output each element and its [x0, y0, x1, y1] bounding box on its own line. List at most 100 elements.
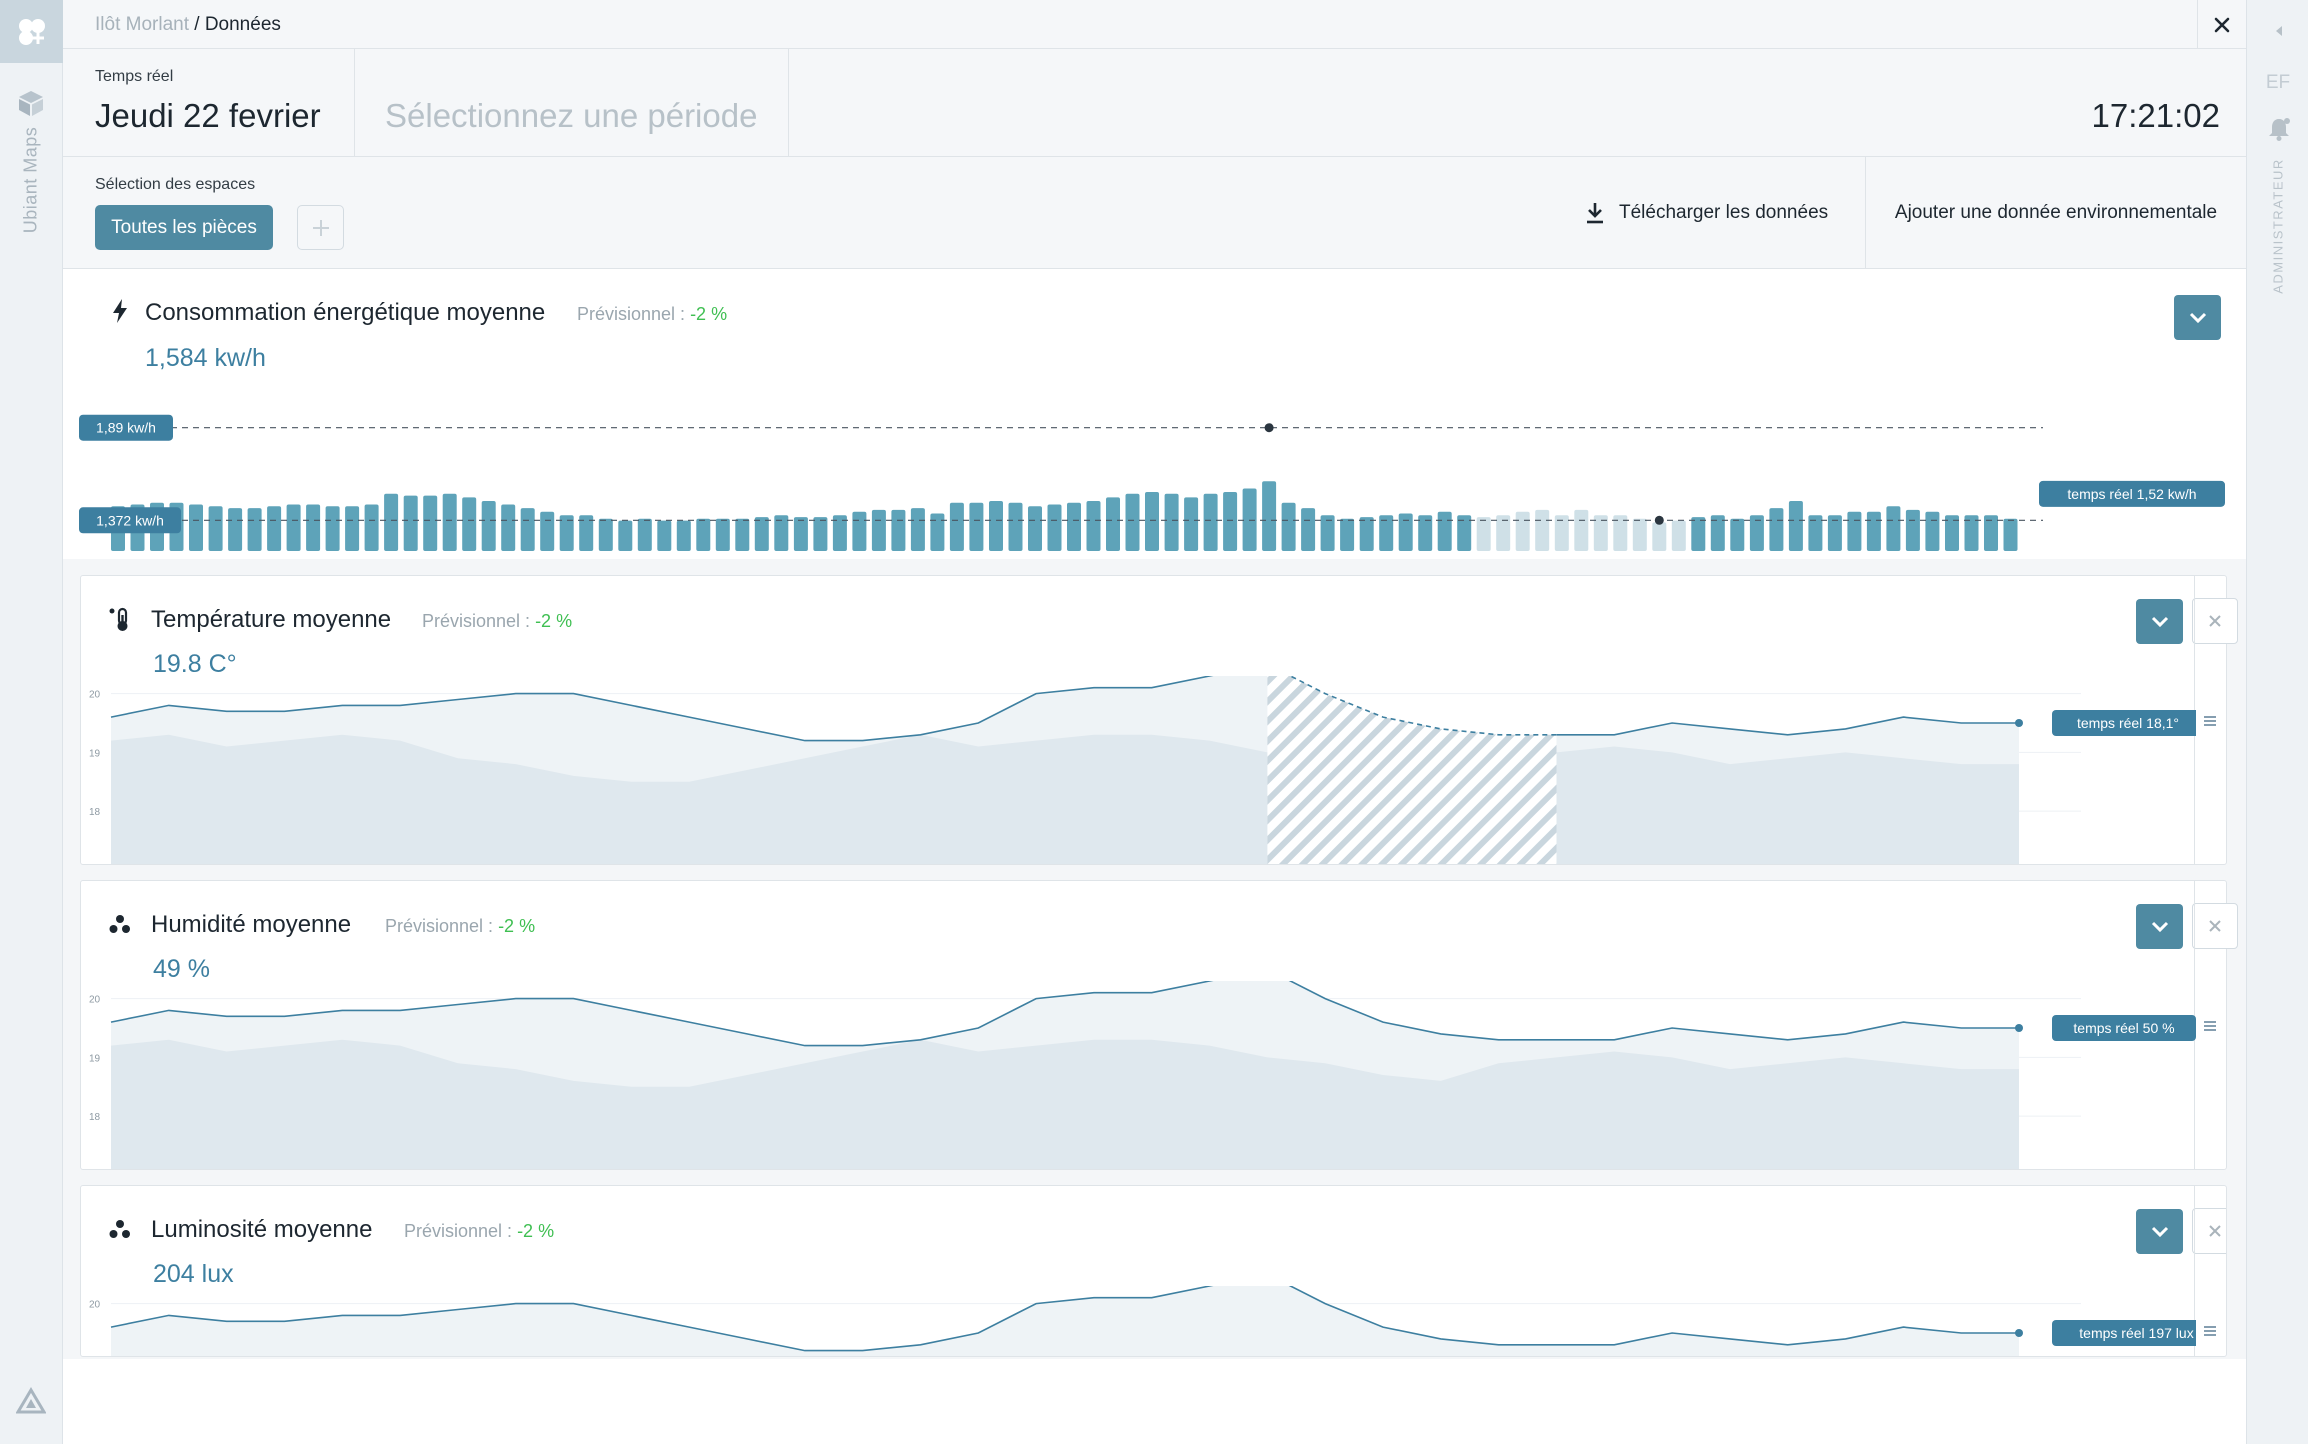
energy-bar — [1067, 502, 1081, 551]
clover-logo-icon — [18, 18, 45, 45]
humidity-line — [110, 981, 2019, 1047]
energy-bar — [1340, 518, 1355, 551]
user-role: ADMINISTRATEUR — [2270, 158, 2286, 294]
energy-bar — [384, 493, 399, 551]
main-content: Ilôt Morlant / Données Temps réel Jeudi … — [63, 0, 2246, 1444]
energy-bar — [1515, 511, 1530, 551]
breadcrumb-page: Données — [204, 14, 281, 35]
remove-button[interactable] — [2192, 1208, 2226, 1254]
bell-icon[interactable] — [2267, 116, 2291, 142]
max-label: 1,89 kw/h — [96, 420, 156, 436]
expand-button[interactable] — [2174, 295, 2221, 340]
max-label-bg — [79, 414, 173, 441]
luminosity-realtime-label: temps réel 197 lux — [2079, 1325, 2193, 1341]
chevron-down-icon — [2189, 312, 2206, 323]
energy-bar — [657, 520, 672, 551]
energy-bar — [1476, 517, 1491, 551]
energy-bar — [891, 509, 906, 551]
download-button[interactable]: Télécharger les données — [1585, 157, 1885, 269]
energy-bar — [228, 508, 243, 551]
energy-bar — [1808, 515, 1823, 551]
expand-button[interactable] — [2136, 1209, 2183, 1254]
energy-bar — [247, 508, 262, 551]
energy-bar — [793, 517, 808, 551]
menu-icon[interactable] — [2204, 1021, 2216, 1031]
spaces-bar: Sélection des espaces Toutes les pièces … — [63, 157, 2246, 269]
energy-bar — [1984, 515, 1998, 551]
energy-bar — [1164, 493, 1179, 551]
humidity-forecast: Prévisionnel : -2 % — [385, 916, 535, 937]
energy-bar — [871, 509, 886, 551]
min-marker — [1654, 515, 1664, 525]
energy-bar — [1827, 515, 1842, 551]
energy-bar — [1086, 501, 1101, 551]
temperature-line — [110, 676, 1214, 742]
date-selector[interactable]: Temps réel Jeudi 22 fevrier — [63, 49, 355, 157]
app-logo[interactable] — [0, 0, 63, 63]
temperature-line — [1556, 716, 2019, 736]
energy-bar — [501, 504, 516, 551]
collapse-arrow-icon[interactable] — [2273, 24, 2285, 38]
close-icon — [2209, 615, 2221, 627]
chevron-down-icon — [2151, 921, 2168, 932]
triangle-logo-icon[interactable] — [14, 1384, 48, 1418]
energy-bar — [1554, 515, 1569, 551]
energy-bar — [1788, 501, 1803, 551]
energy-bar — [520, 508, 535, 551]
energy-bar — [969, 502, 984, 551]
energy-bar — [1106, 497, 1120, 551]
energy-bar — [1632, 518, 1647, 551]
forecast-value: -2 % — [498, 916, 536, 936]
energy-bar — [1613, 515, 1628, 551]
cube-icon[interactable] — [14, 86, 48, 120]
remove-button[interactable] — [2192, 903, 2238, 949]
energy-bar — [1262, 481, 1277, 551]
energy-bar — [1964, 515, 1979, 551]
energy-bar — [559, 515, 574, 551]
energy-bar — [1203, 493, 1218, 551]
energy-bar — [1769, 508, 1784, 551]
luminosity-card: Luminosité moyenne Prévisionnel : -2 % 2… — [80, 1185, 2227, 1357]
energy-bar — [1028, 506, 1042, 551]
humidity-realtime-label: temps réel 50 % — [2073, 1020, 2174, 1036]
energy-chart: 1,89 kw/h 1,372 kw/h temps réel 1,52 kw/h — [79, 414, 2225, 551]
expand-button[interactable] — [2136, 904, 2183, 949]
luminosity-area — [111, 1286, 2019, 1356]
energy-bar — [1281, 502, 1296, 551]
energy-bar — [189, 504, 203, 551]
all-rooms-button[interactable]: Toutes les pièces — [95, 205, 273, 250]
forecast-value: -2 % — [690, 304, 728, 324]
energy-bar — [1496, 515, 1511, 551]
user-initials[interactable]: EF — [2265, 72, 2291, 93]
energy-bar — [1710, 515, 1725, 551]
clock: 17:21:02 — [2091, 97, 2220, 134]
plus-icon — [312, 219, 329, 236]
energy-bar — [1145, 492, 1159, 551]
menu-icon[interactable] — [2204, 716, 2216, 726]
menu-icon[interactable] — [2204, 1326, 2216, 1336]
close-button[interactable] — [2197, 0, 2246, 49]
luminosity-tick-label: 20 — [89, 1300, 101, 1311]
remove-button[interactable] — [2192, 598, 2238, 644]
add-space-button[interactable] — [297, 205, 344, 250]
luminosity-forecast: Prévisionnel : -2 % — [404, 1221, 554, 1242]
period-selector[interactable]: Sélectionnez une période — [355, 49, 789, 157]
energy-bar — [286, 504, 301, 551]
energy-bar — [1671, 520, 1686, 551]
expand-button[interactable] — [2136, 599, 2183, 644]
forecast-value: -2 % — [535, 611, 573, 631]
energy-bar — [1847, 511, 1862, 551]
humidity-realtime-label-bg — [2052, 1015, 2196, 1041]
add-environment-data-button[interactable]: Ajouter une donnée environnementale — [1865, 157, 2246, 269]
humidity-current-point — [2015, 1024, 2023, 1032]
temperature-title: Température moyenne — [151, 606, 392, 633]
breadcrumb-site[interactable]: Ilôt Morlant — [95, 14, 189, 35]
energy-bar — [637, 518, 652, 551]
temperature-realtime-label: temps réel 18,1° — [2077, 715, 2179, 731]
energy-bar — [852, 511, 867, 551]
humidity-tick-label: 20 — [89, 995, 101, 1006]
side-strip — [2194, 881, 2226, 1169]
energy-bar — [1008, 502, 1023, 551]
energy-bar — [989, 501, 1003, 551]
energy-bar — [540, 511, 555, 551]
